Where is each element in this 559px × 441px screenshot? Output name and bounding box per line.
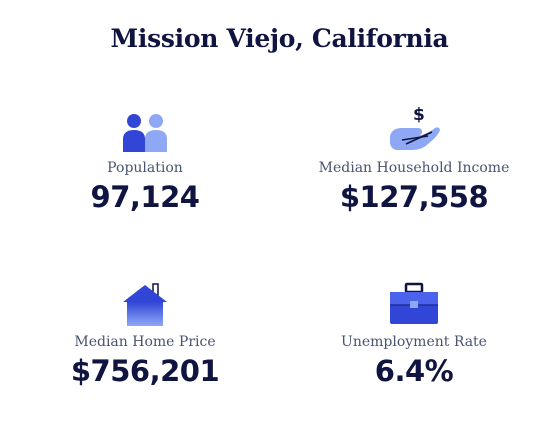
people-icon: [123, 114, 167, 152]
median-home-price-label: Median Home Price: [74, 334, 216, 350]
hand-dollar-icon: $: [390, 106, 440, 150]
unemployment-rate-label: Unemployment Rate: [341, 334, 487, 350]
house-icon: [123, 283, 167, 326]
stat-population: Population 97,124: [10, 112, 280, 214]
briefcase-icon: [390, 282, 438, 324]
svg-text:$: $: [413, 106, 425, 125]
stat-median-household-income: $ Median Household Income $127,558: [279, 106, 549, 214]
population-value: 97,124: [90, 180, 200, 214]
page-title: Mission Viejo, California: [110, 24, 449, 53]
stat-median-home-price: Median Home Price $756,201: [10, 283, 280, 388]
median-household-income-label: Median Household Income: [318, 160, 510, 176]
median-home-price-value: $756,201: [70, 354, 220, 388]
median-household-income-value: $127,558: [339, 180, 489, 214]
population-label: Population: [107, 160, 183, 176]
stat-unemployment-rate: Unemployment Rate 6.4%: [279, 282, 549, 388]
unemployment-rate-value: 6.4%: [374, 354, 454, 388]
